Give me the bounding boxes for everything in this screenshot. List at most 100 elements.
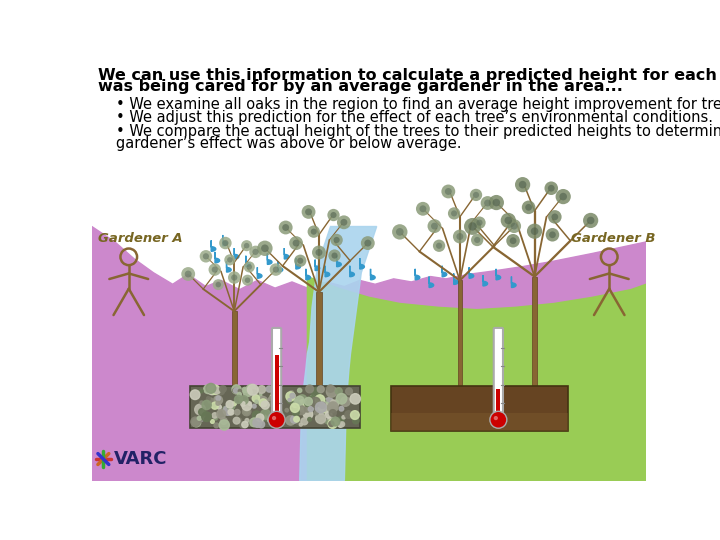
Circle shape: [320, 403, 328, 411]
Circle shape: [315, 414, 325, 423]
Circle shape: [223, 406, 233, 415]
Text: was being cared for by an average gardener in the area...: was being cared for by an average garden…: [98, 79, 623, 94]
Circle shape: [246, 384, 256, 394]
Circle shape: [522, 200, 536, 214]
Circle shape: [249, 390, 258, 399]
Polygon shape: [350, 266, 354, 276]
Circle shape: [285, 408, 289, 412]
Circle shape: [233, 388, 237, 393]
Circle shape: [290, 416, 298, 423]
Circle shape: [268, 402, 278, 413]
Circle shape: [464, 218, 481, 235]
Circle shape: [242, 401, 251, 410]
Polygon shape: [234, 248, 239, 259]
Circle shape: [258, 386, 266, 393]
Polygon shape: [300, 226, 377, 481]
Circle shape: [317, 397, 325, 406]
Circle shape: [199, 408, 206, 416]
Polygon shape: [360, 258, 364, 269]
Circle shape: [490, 411, 507, 428]
Circle shape: [473, 192, 479, 198]
Circle shape: [333, 237, 340, 243]
Polygon shape: [246, 256, 251, 267]
Circle shape: [279, 220, 292, 234]
Circle shape: [212, 413, 217, 418]
Circle shape: [319, 418, 325, 424]
Circle shape: [262, 414, 269, 421]
FancyBboxPatch shape: [190, 386, 360, 428]
Circle shape: [255, 400, 258, 403]
Circle shape: [473, 217, 486, 229]
Polygon shape: [315, 260, 320, 271]
Polygon shape: [469, 267, 474, 278]
Circle shape: [248, 402, 251, 405]
Circle shape: [420, 205, 426, 212]
Circle shape: [445, 188, 451, 195]
Circle shape: [312, 246, 326, 259]
Text: VARC: VARC: [114, 450, 168, 468]
Circle shape: [297, 258, 303, 264]
Circle shape: [515, 177, 530, 192]
Circle shape: [245, 418, 249, 422]
Circle shape: [525, 204, 532, 211]
Circle shape: [238, 393, 241, 396]
Circle shape: [212, 402, 218, 409]
Circle shape: [328, 403, 336, 412]
Circle shape: [274, 409, 283, 418]
Polygon shape: [306, 269, 310, 280]
Polygon shape: [222, 235, 228, 246]
Circle shape: [242, 402, 245, 405]
Circle shape: [587, 217, 595, 224]
Circle shape: [474, 237, 480, 243]
Circle shape: [428, 219, 441, 233]
Circle shape: [241, 402, 246, 406]
Circle shape: [233, 402, 236, 406]
Circle shape: [233, 417, 240, 424]
Circle shape: [297, 388, 302, 393]
Circle shape: [301, 418, 308, 425]
Circle shape: [253, 418, 262, 427]
Circle shape: [331, 417, 340, 426]
Circle shape: [238, 418, 242, 422]
Circle shape: [489, 195, 504, 210]
Circle shape: [268, 396, 279, 406]
Circle shape: [325, 420, 329, 424]
Circle shape: [210, 420, 215, 423]
Circle shape: [252, 395, 259, 402]
Circle shape: [244, 243, 249, 248]
Circle shape: [273, 407, 280, 414]
Circle shape: [546, 228, 559, 241]
Circle shape: [256, 414, 264, 422]
Circle shape: [328, 419, 337, 428]
Circle shape: [238, 389, 241, 393]
Circle shape: [231, 274, 238, 281]
Circle shape: [203, 253, 209, 259]
Circle shape: [243, 408, 251, 416]
Circle shape: [306, 385, 313, 393]
Polygon shape: [325, 266, 330, 276]
Text: Gardener B: Gardener B: [571, 232, 655, 245]
Circle shape: [341, 397, 350, 406]
Circle shape: [319, 402, 325, 408]
Circle shape: [268, 411, 285, 428]
Polygon shape: [511, 276, 516, 287]
Circle shape: [217, 387, 225, 395]
Circle shape: [240, 396, 248, 404]
Circle shape: [548, 185, 554, 192]
Circle shape: [336, 394, 347, 404]
Circle shape: [315, 399, 323, 406]
Circle shape: [246, 264, 252, 269]
Circle shape: [339, 407, 343, 411]
Circle shape: [192, 418, 201, 427]
Circle shape: [325, 411, 332, 418]
Circle shape: [325, 397, 333, 407]
Polygon shape: [307, 276, 647, 481]
FancyBboxPatch shape: [316, 292, 322, 396]
Circle shape: [326, 387, 337, 397]
Circle shape: [308, 396, 312, 400]
Circle shape: [282, 224, 289, 231]
Polygon shape: [415, 269, 420, 280]
Circle shape: [315, 249, 323, 256]
Circle shape: [211, 385, 220, 394]
Circle shape: [416, 202, 430, 215]
